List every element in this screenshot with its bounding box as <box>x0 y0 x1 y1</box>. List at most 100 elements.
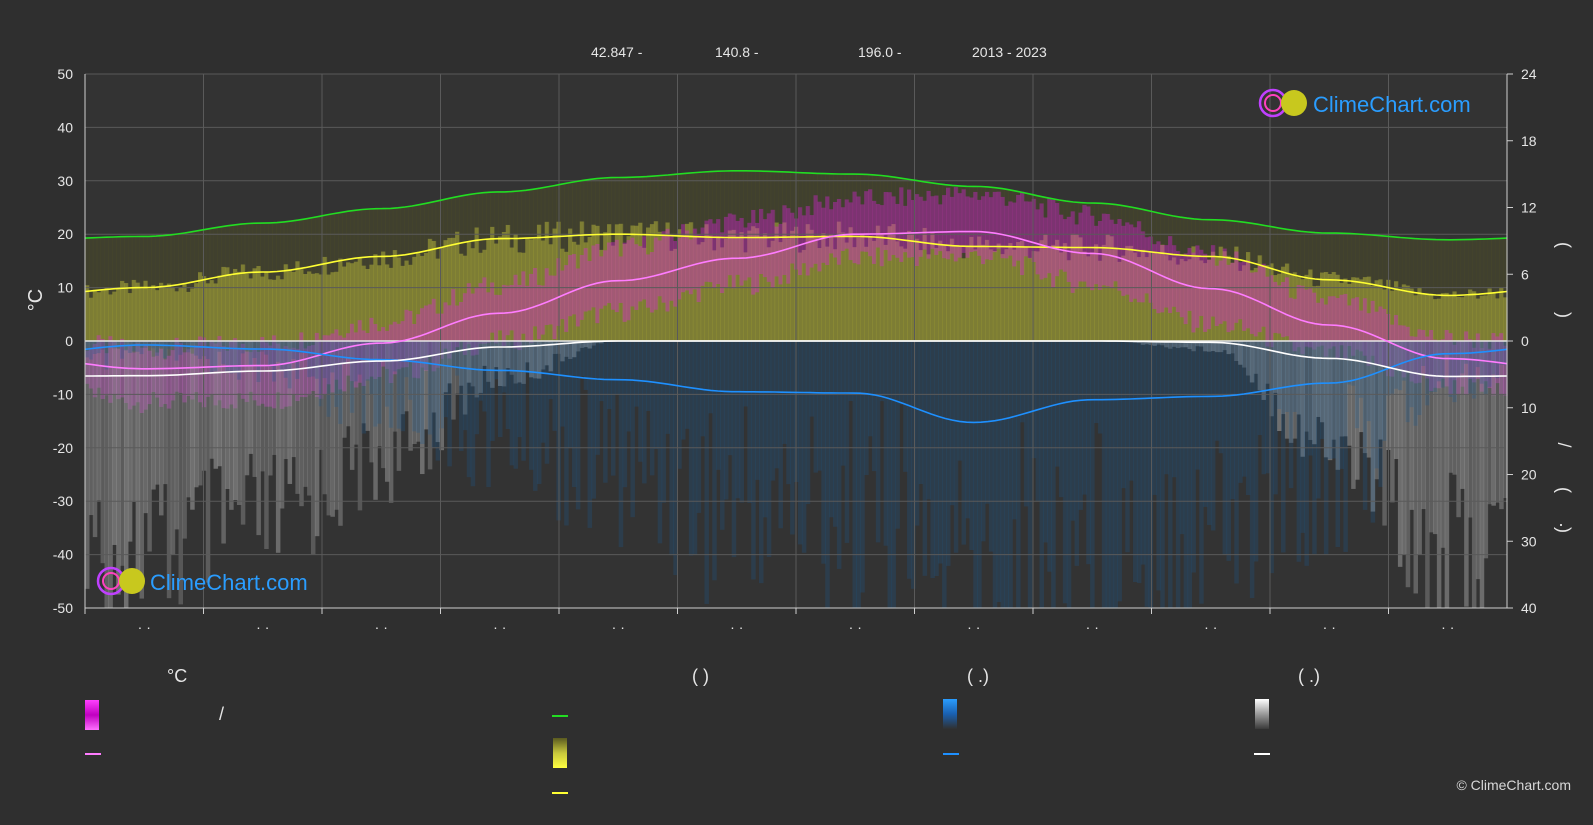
rain-bar <box>1249 341 1255 598</box>
rain-bar <box>310 341 316 377</box>
sunshine-bar <box>1008 243 1013 341</box>
sunshine-bar <box>1265 265 1270 341</box>
rain-bar <box>1358 341 1364 398</box>
rain-bar <box>513 341 519 469</box>
rain-bar <box>412 341 417 432</box>
sunshine-bar <box>677 229 682 341</box>
sunshine-bar <box>992 250 998 341</box>
daylight-bar <box>1495 238 1500 341</box>
snow-bar <box>217 341 222 467</box>
sunshine-bar <box>1016 241 1021 341</box>
rain-bar <box>1503 341 1508 366</box>
daylight-bar <box>1440 239 1446 341</box>
sunshine-bar <box>891 224 896 341</box>
snow-bar <box>466 341 472 383</box>
daylight-bar <box>934 183 939 341</box>
daylight-bar <box>642 176 647 341</box>
sunshine-bar <box>1066 260 1072 341</box>
x-tick-label: · · <box>256 619 269 635</box>
rain-bar <box>801 341 807 553</box>
sunshine-bar <box>1035 251 1041 341</box>
rain-bar <box>778 341 783 529</box>
sunshine-bar <box>1094 244 1099 341</box>
daylight-bar <box>560 184 565 341</box>
daylight-bar <box>875 175 881 341</box>
rain-bar <box>1355 341 1360 429</box>
snow-bar <box>1491 341 1496 506</box>
temp-range-bar <box>996 191 1002 249</box>
temp-range-bar <box>1047 198 1052 274</box>
daylight-bar <box>1218 219 1224 341</box>
sunshine-bar <box>221 266 226 341</box>
temp-range-bar <box>455 305 460 348</box>
sunshine-bar <box>1109 236 1115 341</box>
sunshine-bar <box>349 263 355 341</box>
sunshine-bar <box>303 273 308 341</box>
temp-range-bar <box>770 209 776 288</box>
rain-bar <box>1148 341 1154 608</box>
rain-bar <box>856 341 861 608</box>
sunshine-bar <box>186 291 191 341</box>
temp-range-bar <box>688 239 694 295</box>
daylight-bar <box>1117 204 1122 341</box>
daylight-bar <box>1292 230 1298 341</box>
y-tick-right-mm-label: 40 <box>1521 600 1537 616</box>
sunshine-bar <box>1382 289 1387 341</box>
snow-bar <box>1261 341 1267 400</box>
sunshine-bar <box>1362 277 1368 341</box>
temp-range-bar <box>412 324 417 378</box>
daylight-bar <box>1113 204 1119 341</box>
sunshine-bar <box>155 290 160 341</box>
temp-range-bar <box>1187 247 1193 311</box>
snow-bar <box>1238 341 1243 365</box>
sunshine-bar <box>548 244 554 341</box>
rain-bar <box>1234 341 1239 584</box>
temp-range-bar <box>490 282 495 333</box>
temp-range-bar <box>1105 213 1111 287</box>
rain-bar <box>1031 341 1037 459</box>
sunshine-bar <box>229 275 234 341</box>
rain-bar <box>400 341 406 432</box>
daylight-bar <box>505 191 511 341</box>
temp-range-bar <box>104 353 109 396</box>
temp-range-bar <box>540 285 546 335</box>
snow-bar <box>1187 341 1193 350</box>
snow-bar <box>1339 341 1344 437</box>
daylight-bar <box>852 174 857 341</box>
daylight-bar <box>330 214 335 341</box>
rain-bar <box>1448 341 1454 397</box>
daylight-bar <box>427 203 433 341</box>
daylight-bar <box>817 173 822 341</box>
temp-range-bar <box>1074 224 1080 289</box>
temp-range-bar <box>427 304 433 355</box>
rain-bar <box>1374 341 1380 469</box>
sunshine-bar <box>147 288 152 341</box>
daylight-bar <box>1288 229 1294 341</box>
snow-bar <box>194 341 199 488</box>
rain-bar <box>1401 341 1407 381</box>
rain-bar <box>307 341 312 378</box>
rain-bar <box>910 341 916 589</box>
daylight-bar <box>938 183 943 341</box>
snow-bar <box>1281 341 1286 415</box>
sunshine-bar <box>116 288 121 341</box>
daylight-bar <box>225 226 230 341</box>
sunshine-bar <box>790 230 795 341</box>
sunshine-bar <box>817 248 822 341</box>
rain-bar <box>236 341 242 380</box>
rain-bar <box>1335 341 1341 548</box>
sunshine-bar <box>638 222 643 341</box>
x-tick-label: · · <box>1204 619 1217 635</box>
sunshine-bar <box>922 227 928 341</box>
daylight-bar <box>969 186 974 341</box>
daylight-bar <box>127 236 133 341</box>
rain-bar <box>1452 341 1457 403</box>
legend-rain-title: ( .) <box>967 666 989 686</box>
rain-bar <box>852 341 857 608</box>
daylight-bar <box>910 179 916 341</box>
sunshine-bar <box>143 280 148 341</box>
temp-range-bar <box>1284 277 1290 337</box>
sunshine-bar <box>1156 254 1161 341</box>
snow-bar <box>525 341 530 363</box>
rain-bar <box>591 341 596 499</box>
